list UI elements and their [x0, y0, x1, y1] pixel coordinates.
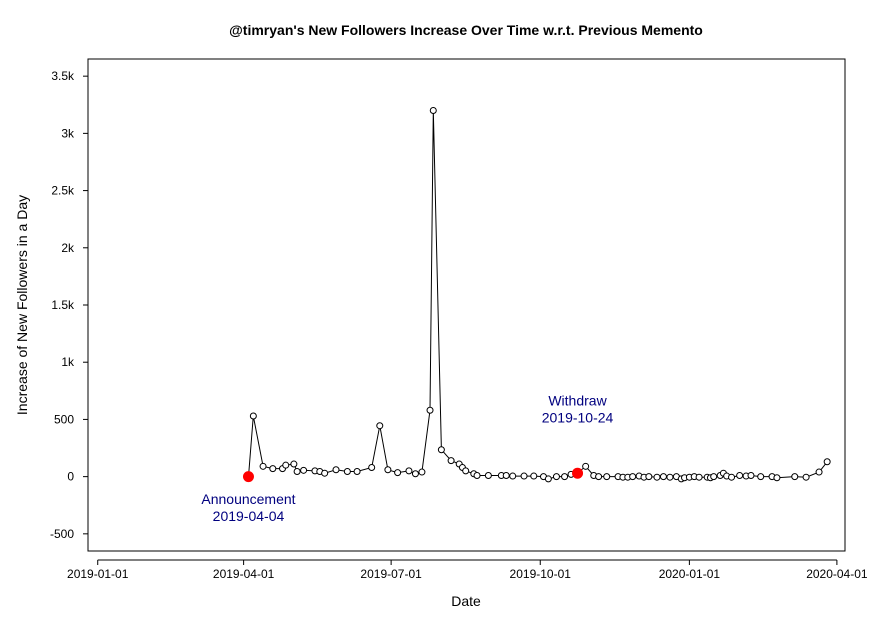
- data-point: [473, 471, 481, 479]
- y-axis-label: Increase of New Followers in a Day: [14, 195, 30, 415]
- data-point: [552, 473, 560, 481]
- highlight-layer: [242, 467, 584, 483]
- x-tick-label: 2019-10-01: [510, 567, 572, 581]
- x-tick-label: 2020-01-01: [659, 567, 721, 581]
- data-point: [321, 469, 329, 477]
- data-point: [300, 466, 308, 474]
- y-tick-label: 3.5k: [51, 69, 75, 83]
- data-point: [802, 473, 810, 481]
- y-tick-label: 3k: [61, 126, 75, 140]
- data-point: [462, 467, 470, 475]
- data-point: [509, 472, 517, 480]
- data-point: [293, 467, 301, 475]
- data-point: [259, 462, 267, 470]
- data-point: [791, 473, 799, 481]
- y-tick-label: 1.5k: [51, 298, 75, 312]
- highlight-point: [242, 471, 254, 483]
- series-layer: [244, 106, 831, 483]
- data-point: [282, 461, 290, 469]
- data-point: [595, 473, 603, 481]
- data-point: [815, 468, 823, 476]
- annotation-text: 2019-10-24: [542, 410, 614, 426]
- highlight-point: [572, 467, 584, 479]
- annotation-text: 2019-04-04: [213, 508, 285, 524]
- data-point: [520, 472, 528, 480]
- data-point: [429, 106, 437, 114]
- data-point: [437, 446, 445, 454]
- data-point: [544, 475, 552, 483]
- data-point: [484, 471, 492, 479]
- x-axis-label: Date: [451, 593, 481, 609]
- data-point: [332, 466, 340, 474]
- x-tick-label: 2020-04-01: [806, 567, 868, 581]
- data-point: [353, 467, 361, 475]
- y-tick-label: 2k: [61, 241, 75, 255]
- data-point: [603, 473, 611, 481]
- data-point: [710, 473, 718, 481]
- data-point: [736, 471, 744, 479]
- data-point: [582, 462, 590, 470]
- data-point: [530, 472, 538, 480]
- x-axis: 2019-01-01 2019-04-01 2019-07-01 2019-10-01…: [67, 559, 868, 581]
- data-point: [426, 406, 434, 414]
- annotation-text: Announcement: [201, 491, 295, 507]
- data-point: [290, 460, 298, 468]
- data-point: [269, 465, 277, 473]
- data-point: [728, 473, 736, 481]
- data-point: [384, 466, 392, 474]
- x-tick-label: 2019-07-01: [360, 567, 422, 581]
- y-tick-label: 0: [67, 470, 74, 484]
- data-point: [629, 473, 637, 481]
- data-point: [394, 469, 402, 477]
- x-tick-label: 2019-01-01: [67, 567, 129, 581]
- data-point: [343, 467, 351, 475]
- y-tick-label: 1k: [61, 355, 75, 369]
- data-point: [418, 468, 426, 476]
- y-tick-label: 500: [54, 412, 74, 426]
- data-point: [411, 470, 419, 478]
- data-point: [376, 422, 384, 430]
- data-point: [653, 473, 661, 481]
- y-tick-label: -500: [50, 527, 74, 541]
- annotation-text: Withdraw: [548, 393, 607, 409]
- data-point: [561, 473, 569, 481]
- chart-title: @timryan's New Followers Increase Over T…: [229, 22, 703, 38]
- data-point: [645, 473, 653, 481]
- data-point: [659, 473, 667, 481]
- data-point: [695, 473, 703, 481]
- data-point: [447, 457, 455, 465]
- data-point: [823, 458, 831, 466]
- data-point: [757, 473, 765, 481]
- data-point: [773, 474, 781, 482]
- data-point: [249, 412, 257, 420]
- data-point: [666, 473, 674, 481]
- y-axis: -500 0 500 1k 1.5k 2k 2.5k 3k 3.5k: [50, 69, 89, 541]
- y-tick-label: 2.5k: [51, 184, 75, 198]
- x-tick-label: 2019-04-01: [213, 567, 275, 581]
- data-point: [747, 471, 755, 479]
- data-point: [368, 463, 376, 471]
- data-point: [502, 471, 510, 479]
- data-point: [405, 467, 413, 475]
